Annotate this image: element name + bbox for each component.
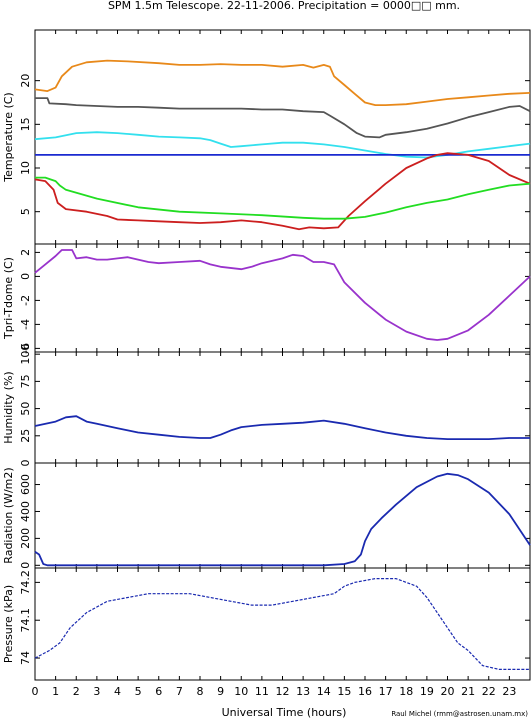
x-tick-label: 13 [296, 685, 310, 698]
x-tick-label: 17 [379, 685, 393, 698]
y-tick-label: 74.2 [19, 570, 32, 595]
x-axis-title: Universal Time (hours) [222, 706, 347, 719]
x-tick-label: 18 [399, 685, 413, 698]
x-tick-label: 14 [317, 685, 331, 698]
y-tick-label: 0 [19, 460, 32, 467]
y-tick-label: 20 [19, 74, 32, 88]
x-tick-label: 8 [197, 685, 204, 698]
x-tick-label: 2 [73, 685, 80, 698]
panel-1: -6 -4 -2 0 2 Tpri-Tdome (C) [2, 243, 531, 354]
credit-note: Raul Michel (rmm@astrosen.unam.mx) [391, 710, 528, 718]
x-tick-label: 9 [217, 685, 224, 698]
panel-3: 0 200 400 600 Radiation (W/m2) [2, 462, 531, 569]
y-tick-label: 74 [19, 651, 32, 665]
y-tick-label: 400 [19, 501, 32, 522]
x-tick-label: 5 [135, 685, 142, 698]
x-tick-label: 3 [93, 685, 100, 698]
panel-frame [34, 29, 531, 245]
y-tick-label: 5 [19, 208, 32, 215]
panel-0: 5 10 15 20 Temperature (C) [2, 29, 531, 245]
y-axis-title: Tpri-Tdome (C) [2, 257, 15, 340]
x-tick-label: 12 [276, 685, 290, 698]
y-tick-label: 2 [19, 249, 32, 256]
y-tick-label: 0 [19, 562, 32, 569]
series-line-navy [34, 472, 531, 567]
series-line-purple [34, 249, 531, 341]
panel-2: 0 25 50 75 100 Humidity (%) [2, 344, 531, 467]
y-axis-title: Pressure (kPa) [2, 585, 15, 663]
x-axis: 0 1 2 3 4 5 6 7 8 9 10 11 12 13 14 15 16 17 18 19 20 21 22 23 [32, 685, 517, 698]
x-tick-label: 20 [441, 685, 455, 698]
x-tick-label: 10 [234, 685, 248, 698]
y-tick-label: 50 [19, 402, 32, 416]
y-tick-label: 100 [19, 344, 32, 365]
x-tick-label: 1 [52, 685, 59, 698]
y-axis-title: Humidity (%) [2, 371, 15, 443]
series-line-red [34, 152, 531, 231]
chart-title: SPM 1.5m Telescope. 22-11-2006. Precipit… [108, 0, 460, 12]
y-axis-title: Temperature (C) [2, 92, 15, 182]
x-tick-label: 15 [337, 685, 351, 698]
y-tick-label: 200 [19, 528, 32, 549]
series-line-navy [34, 415, 530, 440]
series-line-orange [34, 59, 531, 106]
x-tick-label: 11 [255, 685, 269, 698]
y-tick-label: 10 [19, 161, 32, 175]
panel-4: 74 74.1 74.2 Pressure (kPa) [2, 567, 531, 681]
x-tick-label: 16 [358, 685, 372, 698]
y-tick-label: 25 [19, 429, 32, 443]
y-tick-label: 0 [19, 273, 32, 280]
series-line-green [35, 176, 531, 220]
panel-frame [34, 462, 531, 569]
y-tick-label: -2 [19, 295, 32, 306]
x-tick-label: 21 [461, 685, 475, 698]
chart-panels: 5 10 15 20 Temperature (C) -6 -4 -2 0 2 Tpri-Tdome… [2, 29, 531, 681]
x-tick-label: 23 [502, 685, 516, 698]
series-line-navy [34, 578, 530, 670]
panel-frame [34, 567, 531, 681]
y-tick-label: 15 [19, 117, 32, 131]
x-tick-label: 22 [482, 685, 496, 698]
panel-frame [34, 351, 531, 464]
y-tick-label: 600 [19, 474, 32, 495]
y-axis-title: Radiation (W/m2) [2, 467, 15, 563]
series-line-dark_gray [35, 97, 531, 139]
x-tick-label: 0 [32, 685, 39, 698]
x-tick-label: 19 [420, 685, 434, 698]
y-tick-label: 75 [19, 374, 32, 388]
x-tick-label: 7 [176, 685, 183, 698]
x-tick-label: 4 [114, 685, 121, 698]
y-tick-label: 74.1 [19, 608, 32, 633]
x-tick-label: 6 [155, 685, 162, 698]
y-tick-label: -6 [19, 343, 32, 354]
y-tick-label: -4 [19, 319, 32, 330]
